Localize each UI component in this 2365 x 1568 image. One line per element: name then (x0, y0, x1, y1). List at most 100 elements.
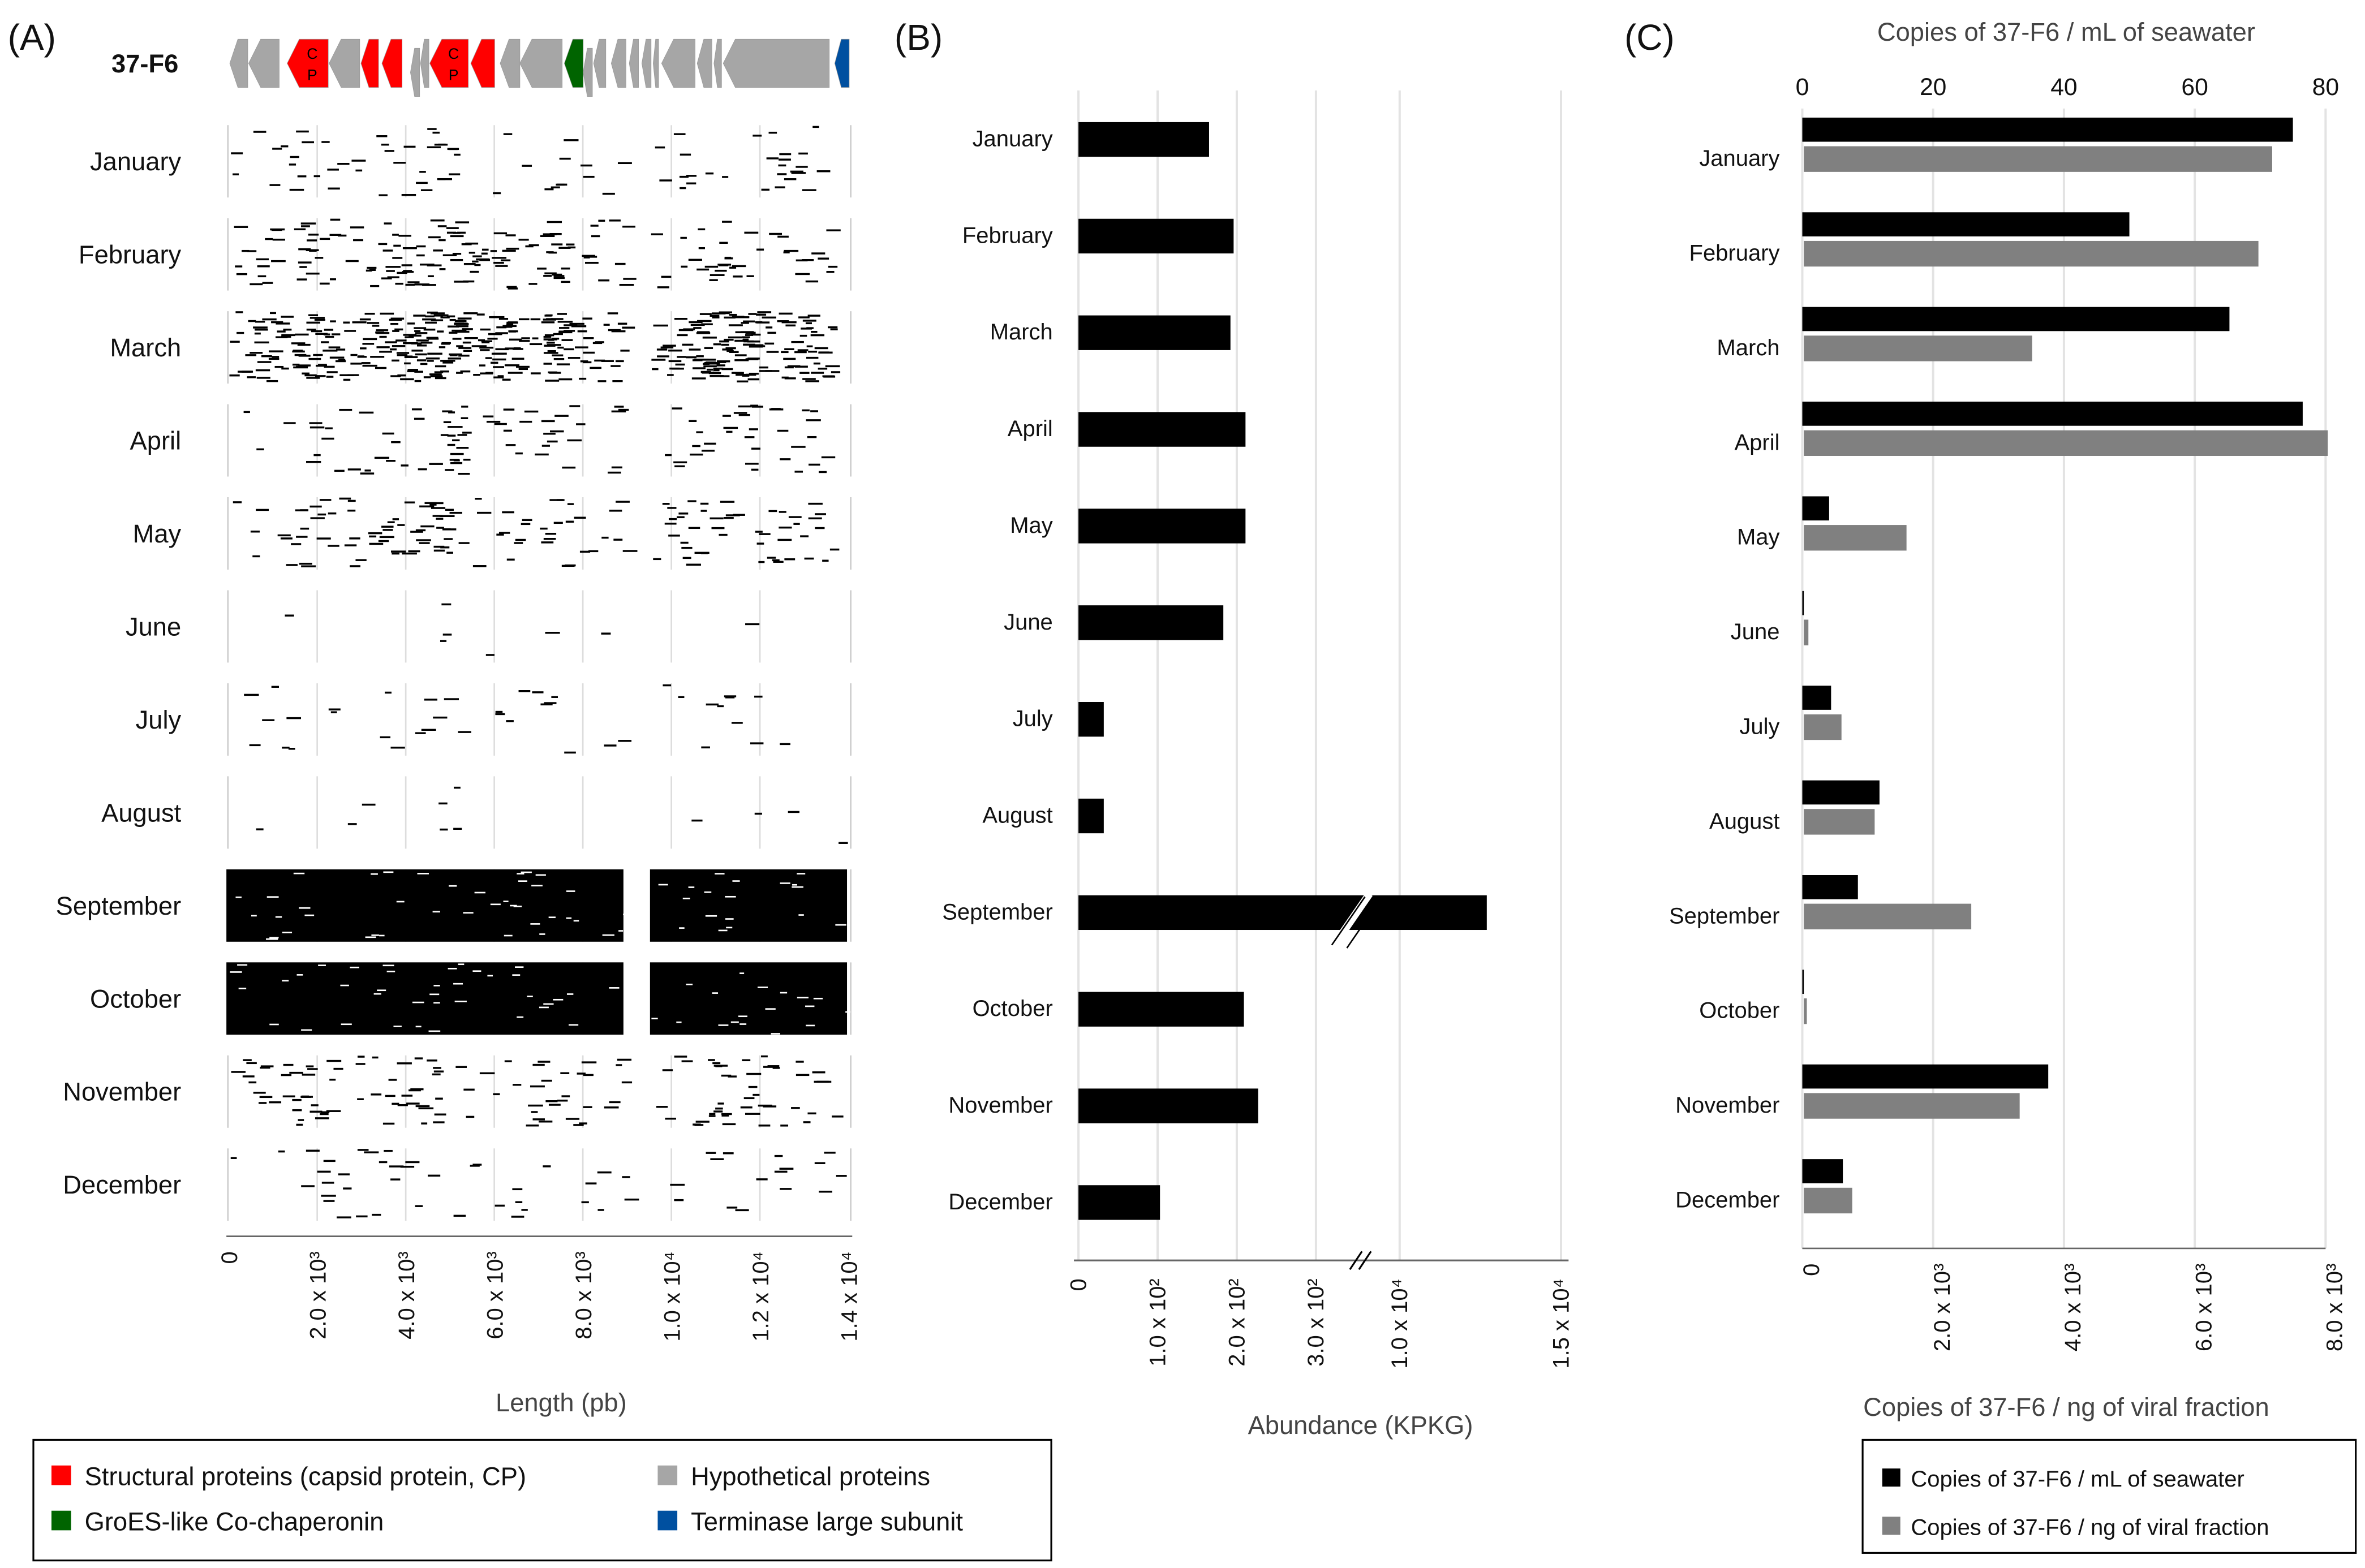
read-mark (309, 505, 322, 508)
read-mark (253, 131, 266, 133)
read-mark (418, 468, 427, 471)
read-mark (567, 503, 574, 505)
read-mark (769, 408, 784, 411)
read-gap (679, 927, 685, 929)
read-mark (724, 257, 733, 260)
read-gap (510, 904, 517, 907)
read-mark (663, 344, 676, 347)
read-mark (391, 550, 406, 553)
read-mark (493, 192, 501, 195)
read-mark (326, 376, 334, 378)
read-track-december: December (63, 1148, 852, 1221)
read-mark (537, 268, 547, 270)
read-mark (328, 545, 339, 547)
read-mark (440, 828, 448, 831)
read-mark (319, 282, 330, 285)
gene-arrow-hypothetical (610, 38, 626, 88)
read-mark (286, 564, 298, 566)
read-mark (347, 499, 356, 502)
read-mark (580, 164, 592, 167)
read-mark (717, 705, 724, 708)
read-mark (506, 286, 517, 288)
read-mark (496, 326, 507, 329)
read-mark (616, 1064, 622, 1066)
read-mark (405, 283, 415, 286)
read-mark (689, 321, 703, 324)
read-mark (544, 272, 557, 274)
read-gap (515, 966, 524, 968)
read-mark (774, 1170, 788, 1173)
read-gap (463, 912, 474, 914)
read-gap (688, 886, 695, 888)
read-mark (393, 244, 401, 247)
read-mark (811, 330, 818, 333)
read-mark (479, 346, 494, 349)
read-mark (505, 347, 517, 350)
read-mark (502, 378, 511, 381)
read-mark (597, 1209, 604, 1211)
read-mark (738, 413, 750, 416)
read-mark (673, 461, 687, 464)
read-mark (390, 746, 405, 749)
read-mark (547, 440, 558, 443)
read-mark (773, 561, 784, 563)
read-mark (231, 152, 243, 154)
read-mark (306, 321, 320, 324)
read-mark (717, 361, 726, 363)
read-mark (321, 141, 330, 143)
read-mark (481, 248, 489, 251)
read-mark (231, 1071, 246, 1073)
read-mark (321, 341, 329, 343)
read-mark (357, 1149, 369, 1151)
read-mark (532, 1118, 545, 1121)
read-mark (682, 557, 691, 559)
read-mark (438, 178, 446, 180)
read-mark (439, 268, 446, 270)
read-mark (791, 446, 806, 448)
read-mark (455, 330, 470, 333)
read-mark (393, 162, 406, 164)
read-mark (259, 1102, 267, 1104)
read-mark (403, 270, 412, 272)
read-mark (461, 417, 468, 420)
read-mark (723, 516, 734, 519)
read-mark (379, 1161, 388, 1164)
read-track-july: July (136, 683, 852, 756)
gene-arrow-hypothetical (420, 38, 429, 88)
read-mark (488, 333, 501, 335)
read-gap (269, 1023, 279, 1026)
bar-seawater-october (1802, 970, 1804, 994)
read-mark (397, 374, 406, 377)
read-mark (416, 245, 426, 248)
read-mark (311, 330, 322, 333)
read-mark (317, 1170, 331, 1173)
x-tick-label: 6.0 x 10³ (483, 1251, 508, 1339)
read-mark (301, 1185, 315, 1187)
read-mark (463, 458, 471, 461)
bar-viral-fraction-december (1804, 1187, 1852, 1214)
read-coverage-block (650, 869, 848, 942)
read-mark (289, 188, 304, 191)
category-label: January (973, 127, 1053, 152)
read-mark (292, 1109, 302, 1112)
read-mark (291, 543, 302, 545)
read-mark (324, 365, 335, 368)
read-mark (457, 317, 472, 320)
read-mark (583, 351, 595, 354)
read-mark (494, 1204, 505, 1207)
bar-seawater-may (1802, 496, 1829, 521)
read-mark (420, 363, 428, 365)
read-mark (493, 1093, 500, 1096)
read-mark (695, 1121, 710, 1123)
read-mark (493, 352, 507, 355)
read-mark (457, 231, 466, 234)
read-mark (729, 266, 737, 269)
read-mark (389, 1165, 404, 1168)
read-mark (713, 367, 724, 370)
read-mark (622, 225, 636, 228)
read-mark (551, 186, 560, 189)
read-gap (341, 1023, 352, 1026)
read-mark (709, 279, 718, 281)
read-mark (330, 711, 337, 713)
read-mark (803, 1121, 811, 1123)
